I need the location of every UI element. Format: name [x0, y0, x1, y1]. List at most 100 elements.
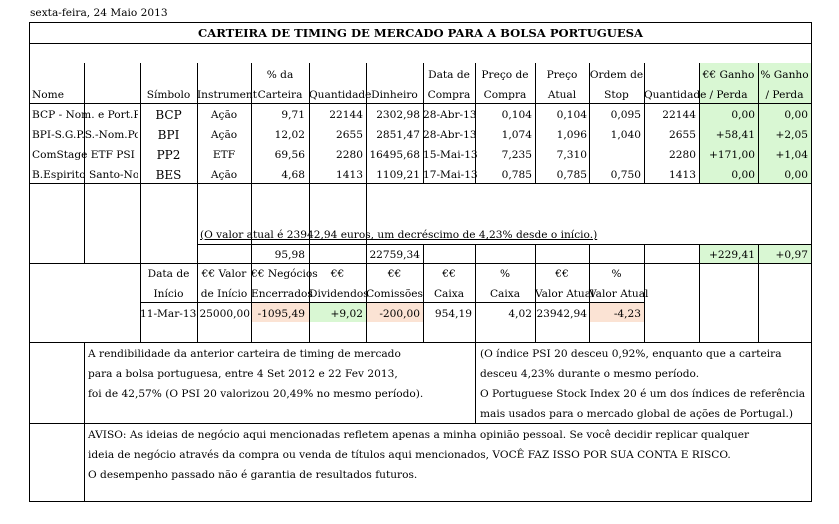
sum-valor: 25000,00	[199, 308, 250, 320]
sum-valor-atual: 23942,94	[536, 308, 587, 320]
cell-ganho: 0,00	[731, 109, 755, 121]
totals-divider	[29, 263, 812, 264]
cell-data: 15-Mai-13	[423, 149, 478, 161]
pct-valor-atual-bg	[589, 302, 644, 322]
cell-dinheiro: 2851,47	[376, 129, 420, 141]
disclaimer-line: O desempenho passado não é garantia de r…	[88, 469, 418, 481]
sum-pct-valor-atual: -4,23	[613, 308, 641, 320]
cell-preco-compra: 0,785	[501, 169, 532, 181]
para-left-line: para a bolsa portuguesa, entre 4 Set 201…	[88, 368, 398, 380]
cell-preco-compra: 1,074	[501, 129, 532, 141]
cell-dinheiro: 2302,98	[376, 109, 420, 121]
pct-gain-column-bg	[758, 63, 811, 183]
sum-header-div-2: Dividendos	[309, 288, 369, 300]
cell-pganho: 0,00	[784, 109, 808, 121]
summary-divider	[29, 342, 812, 343]
sum-header-va-1: €€	[555, 268, 569, 280]
header-data-2: Compra	[427, 89, 471, 101]
comissoes-bg	[366, 302, 423, 322]
frame-bottom	[29, 501, 812, 502]
header-divider	[29, 103, 812, 104]
cell-simbolo: PP2	[156, 148, 181, 162]
sum-header-pcaixa-1: %	[499, 268, 511, 280]
cell-preco-compra: 7,235	[501, 149, 532, 161]
cell-instrument: ETF	[212, 149, 236, 161]
cell-quantidade: 22144	[329, 109, 363, 121]
disclaimer-line: AVISO: As ideias de negócio aqui mencion…	[88, 429, 750, 441]
cell-nome: B.Espirito Santo-Nom	[32, 169, 138, 181]
totals-gain-bg	[699, 244, 811, 263]
cell-stop: 1,040	[610, 129, 641, 141]
sum-header-valor-1: €€ Valor	[201, 268, 247, 280]
cell-carteira: 4,68	[281, 169, 305, 181]
sum-header-neg-1: €€ Negócios	[251, 268, 318, 280]
disclaimer-line: ideia de negócio através da compra ou ve…	[88, 449, 731, 461]
frame-top	[29, 22, 812, 23]
header-ganho-2: / Perda	[709, 89, 748, 101]
cell-quantidade: 2280	[336, 149, 363, 161]
cell-instrument: Ação	[210, 129, 238, 141]
psi20-paragraph: (O índice PSI 20 desceu 0,92%, enquanto …	[480, 344, 805, 424]
sum-dividendos: +9,02	[330, 308, 363, 320]
sum-header-com-2: Comissões	[366, 288, 423, 300]
summary-header-divider	[140, 302, 645, 303]
sum-header-pva-1: %	[611, 268, 622, 280]
rows-bottom-divider	[29, 183, 812, 184]
cell-dinheiro: 1109,21	[376, 169, 420, 181]
sum-caixa: 954,19	[434, 308, 472, 320]
cell-nome: ComStage ETF PSI 20	[32, 149, 138, 161]
cell-stop: 0,750	[610, 169, 641, 181]
sum-data: 11-Mar-13	[140, 308, 197, 320]
cell-nome: BPI-S.G.P.S.-Nom.Por	[32, 129, 138, 141]
sum-header-caixa-1: €€	[442, 268, 456, 280]
cell-data: 28-Abr-13	[423, 129, 477, 141]
sum-header-data-1: Data de	[147, 268, 190, 280]
header-quantidade2: Quantidade	[644, 89, 707, 101]
total-pganho: +0,97	[775, 249, 808, 261]
cell-quantidade2: 22144	[662, 109, 696, 121]
frame-right	[811, 22, 812, 502]
sum-header-pcaixa-2: Caixa	[489, 288, 521, 300]
valor-atual-note: (O valor atual é 23942,94 euros, um decr…	[200, 229, 598, 241]
para-left-line: A rendibilidade da anterior carteira de …	[88, 348, 401, 360]
para-right-line: mais usados para o mercado global de açõ…	[480, 408, 793, 420]
para-divider	[29, 423, 812, 424]
header-ganho-1: €€ Ganho	[702, 69, 755, 81]
cell-instrument: Ação	[210, 109, 238, 121]
cell-preco-atual: 1,096	[556, 129, 587, 141]
disclaimer: AVISO: As ideias de negócio aqui mencion…	[88, 425, 749, 485]
cell-quantidade2: 2280	[669, 149, 696, 161]
header-pganho-2: / Perda	[765, 89, 804, 101]
cell-ganho: +171,00	[709, 149, 755, 161]
para-left-line: foi de 42,57% (O PSI 20 valorizou 20,49%…	[88, 388, 424, 400]
sum-comissoes: -200,00	[379, 308, 420, 320]
cell-stop: 0,095	[610, 109, 641, 121]
sum-header-data-2: Início	[153, 288, 184, 300]
header-carteira-1: % da	[266, 69, 294, 81]
cell-simbolo: BCP	[155, 108, 182, 122]
previous-return-paragraph: A rendibilidade da anterior carteira de …	[88, 344, 423, 404]
header-stop-1: Ordem de	[589, 69, 644, 81]
frame-left	[29, 22, 30, 502]
header-nome: Nome	[32, 89, 64, 101]
cell-carteira: 69,56	[274, 149, 305, 161]
cell-ganho: +58,41	[715, 129, 755, 141]
header-carteira-2: Carteira	[257, 89, 303, 101]
total-carteira: 95,98	[274, 249, 305, 261]
cell-quantidade: 1413	[336, 169, 363, 181]
cell-quantidade: 2655	[336, 129, 363, 141]
header-preco-atual-2: Atual	[547, 89, 577, 101]
sum-header-pva-2: Valor Atual	[589, 288, 649, 300]
total-dinheiro: 22759,34	[369, 249, 420, 261]
header-pganho-1: % Ganho	[760, 69, 809, 81]
header-preco-compra-1: Preço de	[481, 69, 529, 81]
cell-preco-atual: 7,310	[556, 149, 587, 161]
header-stop-2: Stop	[604, 89, 629, 101]
title-divider	[29, 43, 812, 44]
header-data-1: Data de	[428, 69, 470, 81]
para-right-line: (O índice PSI 20 desceu 0,92%, enquanto …	[480, 348, 782, 360]
cell-data: 17-Mai-13	[423, 169, 478, 181]
cell-carteira: 12,02	[274, 129, 305, 141]
totals-top-divider	[197, 244, 812, 245]
cell-simbolo: BPI	[157, 128, 180, 142]
